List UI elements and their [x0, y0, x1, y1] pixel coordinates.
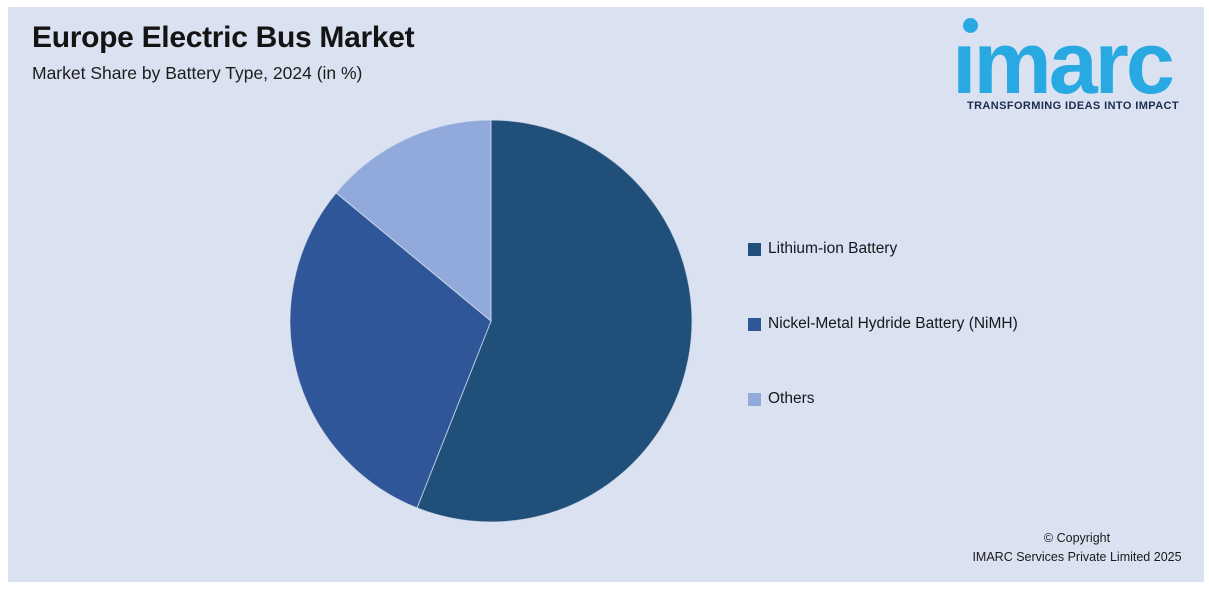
legend-item-others: Others [748, 390, 815, 408]
legend-swatch [748, 242, 761, 256]
imarc-tagline: TRANSFORMING IDEAS INTO IMPACT [966, 100, 1180, 112]
legend-label: Others [768, 390, 815, 407]
copyright-line1: © Copyright [1043, 531, 1111, 545]
pie-slice-lithium-ion-battery [416, 119, 693, 523]
copyright-line2: IMARC Services Private Limited 2025 [972, 550, 1182, 564]
pie-chart [289, 119, 693, 523]
legend-label: Lithium-ion Battery [768, 240, 898, 257]
copyright: © Copyright IMARC Services Private Limit… [965, 529, 1189, 567]
legend-item-nimh: Nickel-Metal Hydride Battery (NiMH) [748, 315, 1018, 333]
page-title: Europe Electric Bus Market [32, 21, 415, 54]
imarc-wordmark: ımarc [952, 13, 1175, 112]
pie-chart-container [289, 119, 693, 523]
legend-swatch [748, 392, 761, 406]
page-subtitle: Market Share by Battery Type, 2024 (in %… [32, 63, 363, 83]
legend-label: Nickel-Metal Hydride Battery (NiMH) [768, 315, 1018, 332]
pie-slice-others [335, 119, 492, 323]
legend-swatch [748, 317, 761, 331]
legend-item-lithium-ion: Lithium-ion Battery [748, 240, 897, 258]
imarc-logo: ımarc TRANSFORMING IDEAS INTO IMPACT [948, 8, 1196, 120]
legend: Lithium-ion Battery Nickel-Metal Hydride… [748, 240, 1088, 410]
pie-slice-nickel-metal-hydride-battery-nimh [289, 192, 492, 509]
imarc-logo-dot-icon [963, 18, 978, 33]
